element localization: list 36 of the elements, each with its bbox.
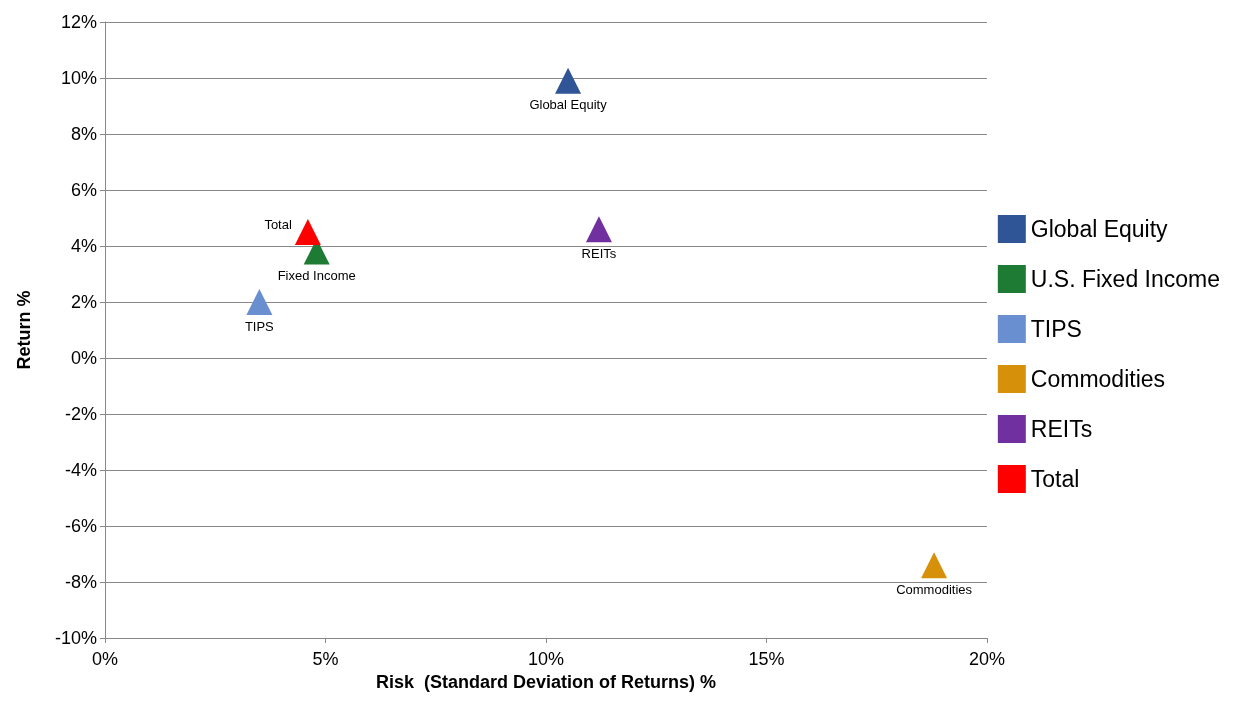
y-tick-label: -8% xyxy=(64,572,97,592)
y-tick-label: 4% xyxy=(70,236,97,256)
point xyxy=(585,216,612,243)
y-tick-label: 6% xyxy=(70,180,97,200)
annotation: Total xyxy=(264,216,292,232)
y-tick-label: -10% xyxy=(54,628,97,648)
y-tick-label: -4% xyxy=(64,460,97,480)
y-tick-label: -2% xyxy=(64,404,97,424)
point xyxy=(294,219,321,245)
x-axis-title: Risk (Standard Deviation of Returns) % xyxy=(375,671,717,692)
y-tick-label: 2% xyxy=(70,292,97,312)
annotation: Fixed Income xyxy=(277,268,356,284)
legend-label: Global Equity xyxy=(1030,216,1169,242)
point xyxy=(555,67,582,94)
annotation: TIPS xyxy=(244,318,275,334)
legend-label: REITs xyxy=(1030,416,1093,442)
annotation: Global Equity xyxy=(529,97,608,113)
y-tick-label: 10% xyxy=(60,68,97,88)
x-tick-label: 20% xyxy=(968,649,1006,669)
legend-label: Total xyxy=(1030,466,1080,492)
x-tick-label: 15% xyxy=(748,649,785,669)
x-tick-label: 10% xyxy=(527,649,565,669)
legend-label: TIPS xyxy=(1030,316,1082,342)
point xyxy=(246,289,273,315)
y-tick-label: 12% xyxy=(60,12,97,32)
y-tick-label: -6% xyxy=(64,516,97,536)
y-axis-title: Return % xyxy=(14,290,34,370)
legend-label: Commodities xyxy=(1030,366,1166,392)
annotation: Commodities xyxy=(896,581,973,597)
x-tick-label: 0% xyxy=(91,649,119,669)
point xyxy=(921,552,948,579)
legend-label: U.S. Fixed Income xyxy=(1030,266,1221,292)
y-tick-label: 8% xyxy=(70,124,97,144)
y-tick-label: 0% xyxy=(70,348,97,368)
x-tick-label: 5% xyxy=(312,649,339,669)
annotation: REITs xyxy=(581,245,617,261)
